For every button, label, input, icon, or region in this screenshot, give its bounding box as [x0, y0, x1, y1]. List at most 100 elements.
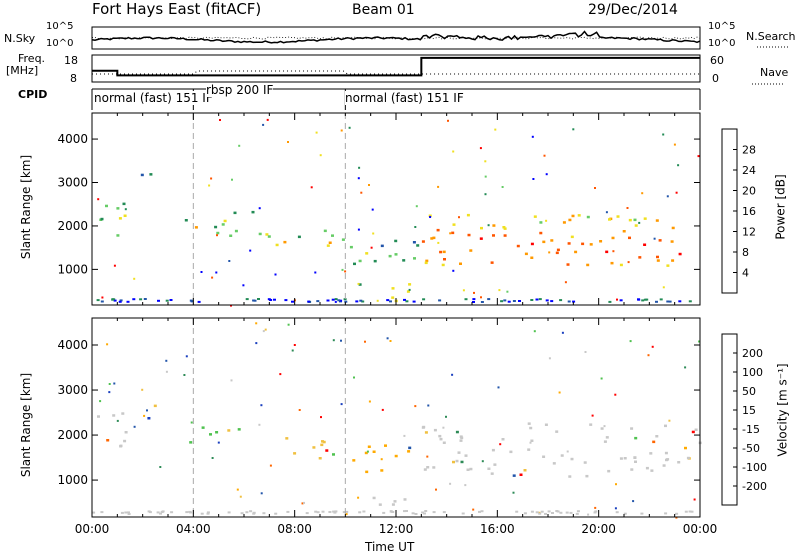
echo-cell [638, 256, 642, 259]
echo-cell [230, 379, 233, 382]
echo-cell [230, 304, 232, 307]
echo-cell [544, 512, 547, 515]
echo-cell [616, 215, 620, 218]
echo-cell [668, 419, 671, 422]
echo-cell [455, 430, 459, 434]
echo-cell [424, 431, 428, 434]
echo-cell [386, 299, 390, 302]
echo-cell [113, 382, 116, 385]
echo-cell [558, 391, 561, 394]
echo-cell [274, 273, 277, 276]
echo-cell [407, 450, 411, 453]
echo-cell [169, 299, 173, 301]
echo-cell [645, 466, 649, 470]
echo-cell [668, 300, 672, 303]
echo-cell [384, 444, 387, 447]
echo-cell [455, 459, 459, 463]
echo-cell [693, 498, 696, 501]
echo-cell [586, 215, 590, 219]
echo-cell [426, 455, 429, 458]
echo-cell [600, 377, 603, 380]
echo-cell [545, 219, 548, 222]
nsky-line [91, 30, 701, 44]
echo-cell [426, 466, 430, 469]
echo-cell [688, 300, 692, 303]
echo-cell [133, 277, 136, 280]
echo-cell [452, 460, 455, 464]
echo-cell [236, 488, 239, 491]
echo-cell [530, 299, 534, 301]
echo-cell [258, 207, 261, 210]
echo-cell [412, 241, 416, 244]
echo-cell [603, 425, 606, 428]
echo-cell [293, 452, 297, 455]
echo-cell [326, 299, 330, 302]
echo-cell [216, 234, 218, 237]
echo-cell [185, 355, 188, 358]
echo-cell [512, 474, 516, 477]
echo-cell [658, 239, 662, 242]
nsky-tick-high: 10^5 [46, 21, 74, 32]
echo-cell [279, 373, 282, 376]
echo-cell [684, 510, 688, 513]
echo-cell [97, 415, 100, 418]
echo-cell [260, 404, 263, 407]
echo-cell [291, 300, 294, 303]
power-panel: 1000 2000 3000 4000 4 8 12 16 20 24 28 [57, 112, 756, 307]
echo-cell [594, 187, 596, 189]
echo-cell [694, 428, 698, 431]
echo-cell [118, 300, 122, 303]
echo-cell [262, 330, 265, 333]
echo-cell [452, 150, 455, 153]
echo-cell [159, 466, 162, 468]
echo-cell [391, 511, 395, 513]
echo-cell [425, 259, 429, 263]
echo-cell [492, 224, 496, 227]
echo-cell [113, 264, 116, 267]
echo-cell [469, 467, 473, 471]
echo-cell [641, 192, 644, 195]
echo-cell [670, 240, 674, 243]
echo-cell [484, 160, 487, 163]
echo-cell [233, 211, 237, 215]
echo-cell [564, 281, 567, 284]
colorbar-tick-label: 24 [742, 164, 756, 177]
echo-cell [143, 298, 147, 300]
echo-cell [100, 300, 104, 303]
echo-cell [413, 257, 416, 260]
echo-cell [332, 339, 335, 342]
echo-cell [458, 216, 460, 219]
colorbar-tick-label: 4 [742, 267, 749, 280]
echo-cell [581, 242, 585, 246]
echo-cell [365, 252, 369, 255]
echo-cell [572, 300, 576, 303]
echo-cell [633, 218, 637, 222]
echo-cell [438, 434, 442, 438]
echo-cell [380, 244, 384, 248]
echo-cell [472, 301, 475, 303]
xtick-label: 20:00 [581, 522, 616, 536]
echo-cell [424, 261, 428, 265]
echo-cell [403, 298, 406, 301]
echo-cell [649, 452, 653, 455]
echo-cell [501, 438, 505, 441]
echo-cell [360, 191, 363, 194]
echo-cell [124, 431, 128, 434]
echo-cell [478, 510, 481, 513]
echo-cell [165, 359, 168, 362]
echo-cell [568, 218, 572, 222]
echo-cell [656, 259, 660, 262]
echo-cell [589, 243, 593, 246]
echo-cell [650, 469, 654, 472]
echo-cell [423, 512, 426, 515]
echo-cell [655, 300, 658, 303]
echo-cell [664, 512, 668, 515]
echo-cell [339, 299, 343, 302]
echo-cell [106, 343, 109, 346]
echo-cell [149, 173, 153, 176]
echo-cell [269, 464, 272, 467]
echo-cell [556, 248, 560, 252]
echo-cell [518, 300, 521, 302]
echo-cell [153, 404, 157, 408]
echo-cell [697, 155, 700, 158]
